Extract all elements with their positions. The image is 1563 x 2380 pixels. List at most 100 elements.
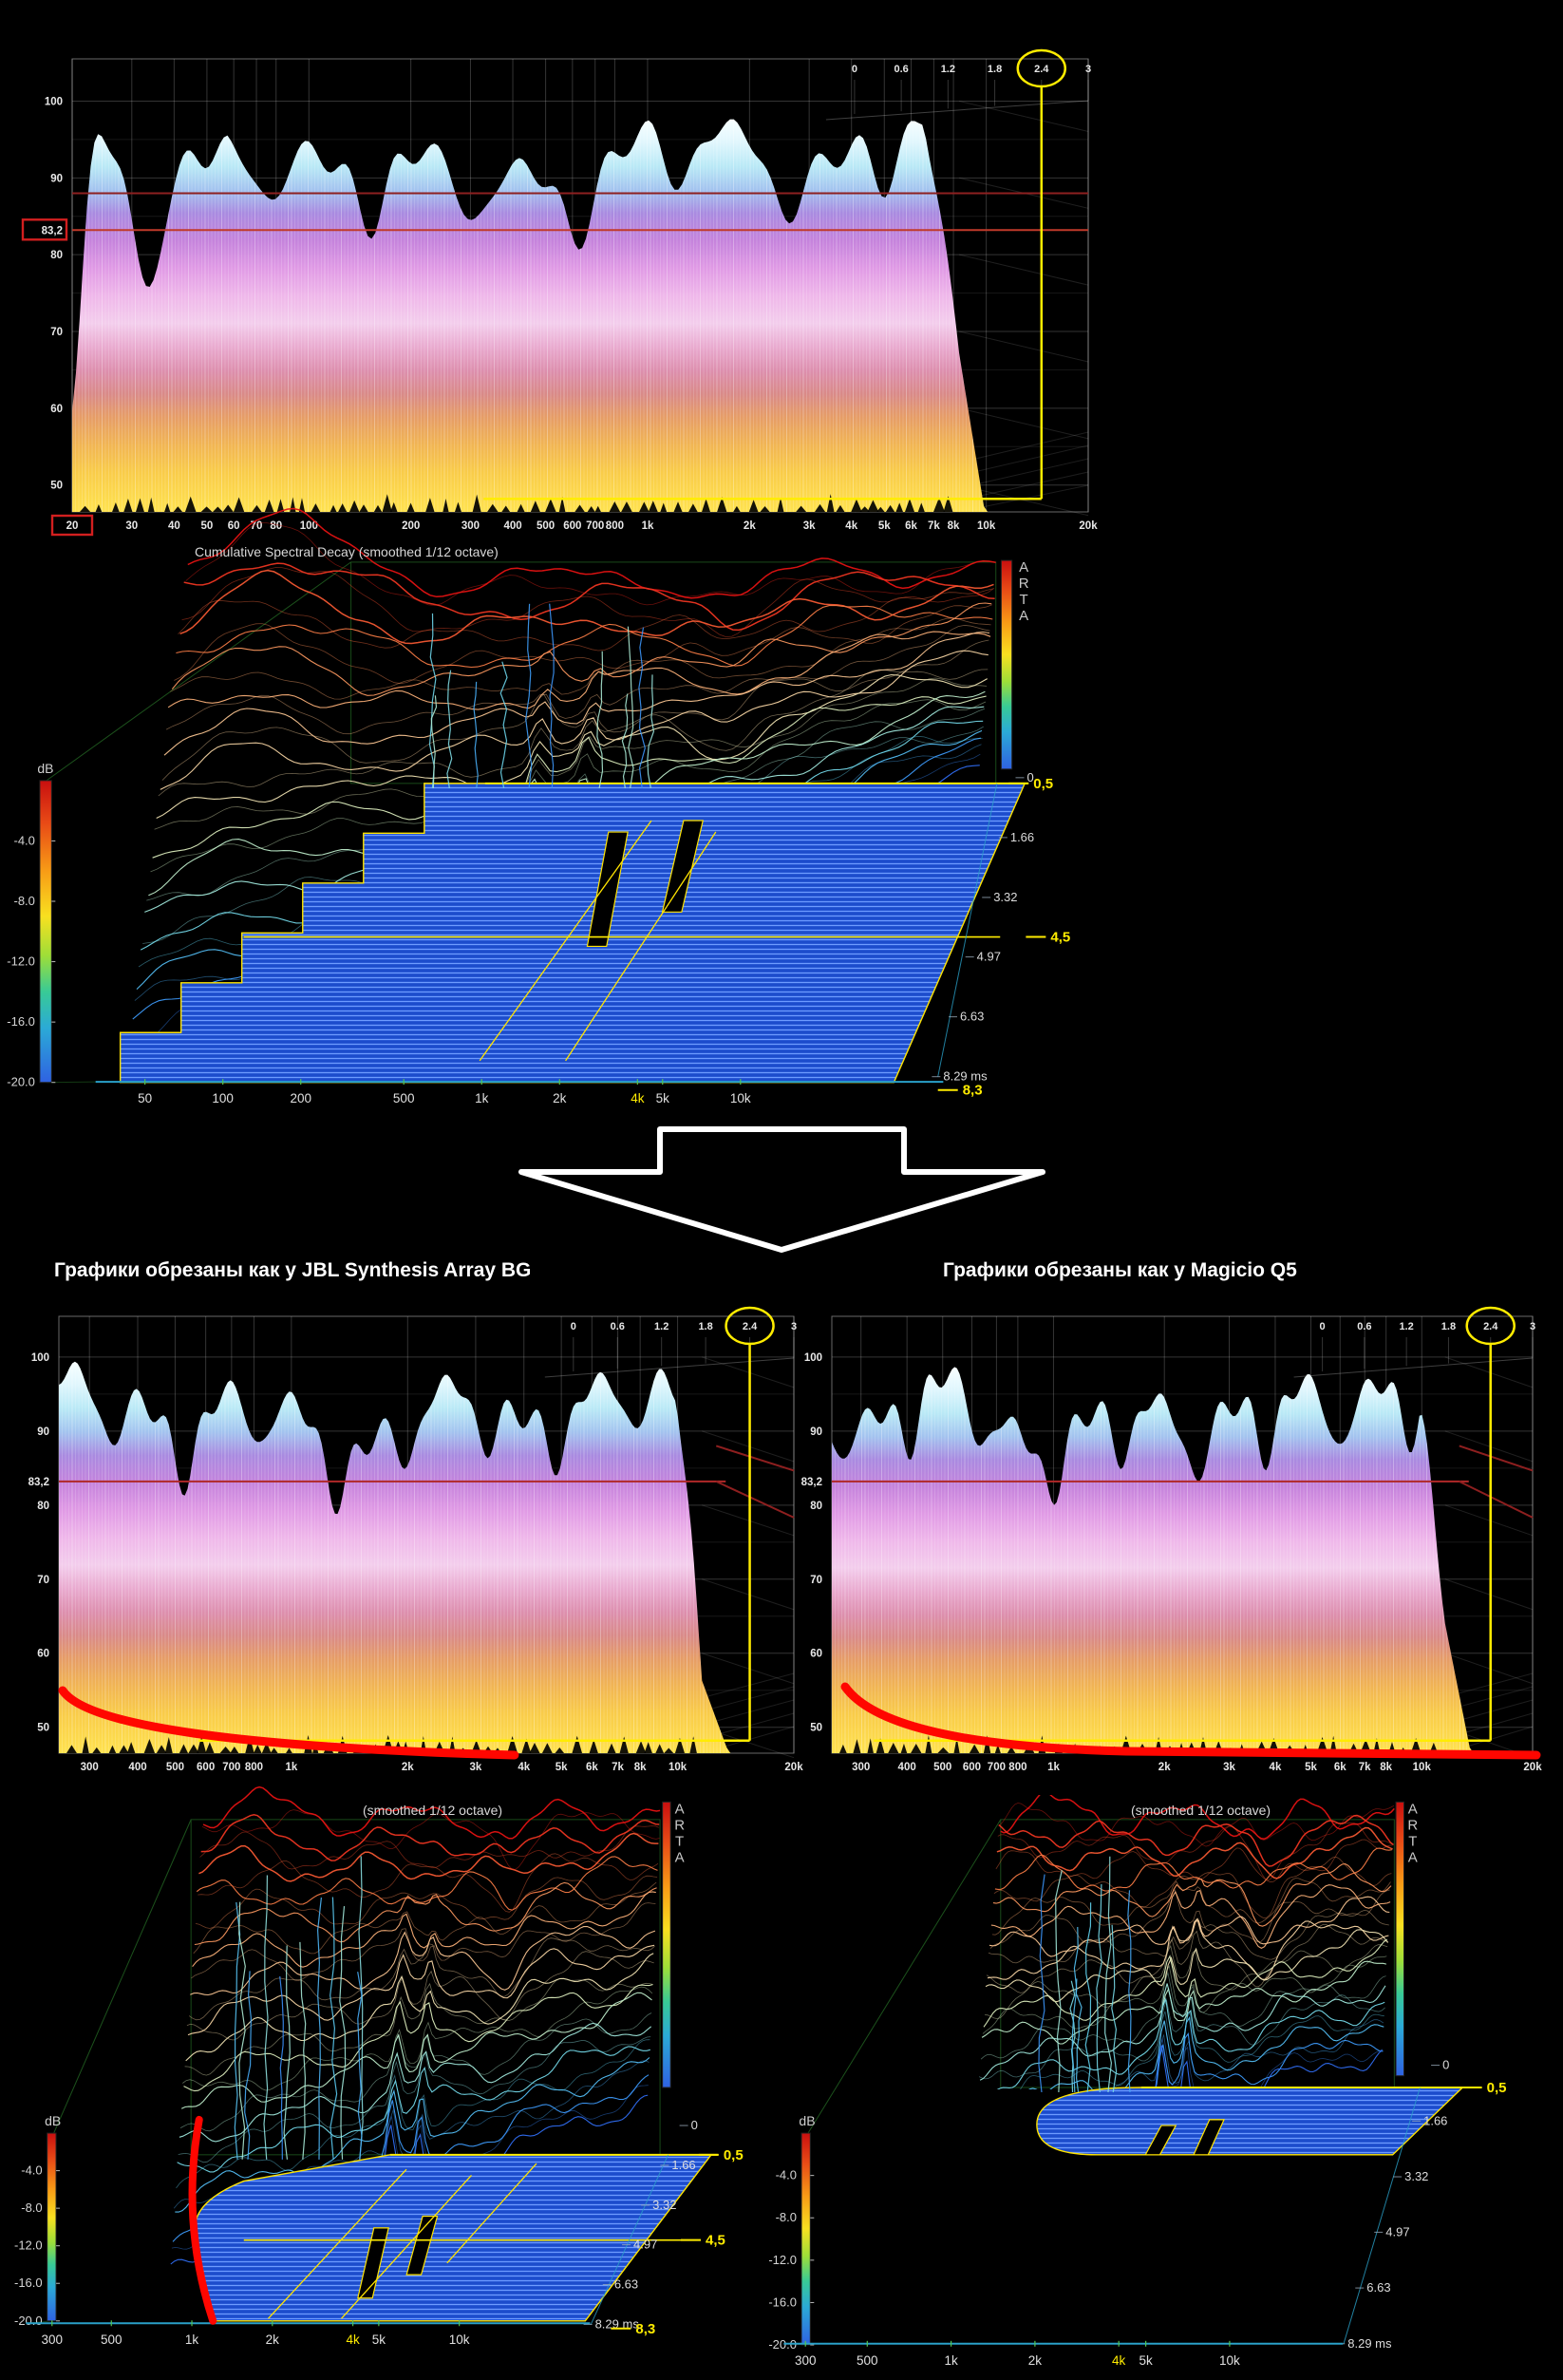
time-tick-label: 3	[1085, 64, 1091, 75]
db-tick-label: -12.0	[14, 2238, 43, 2253]
time-tick-label: 0.6	[611, 1321, 625, 1332]
time-tick-label: 0	[571, 1321, 576, 1332]
y-tick-label: 100	[45, 96, 63, 107]
time-tick-label: 4.97	[977, 950, 1001, 964]
time-tick-label: 1.66	[671, 2158, 695, 2172]
x-tick-label: 6k	[1334, 1762, 1346, 1773]
x-tick-label: 100	[212, 1091, 234, 1105]
x-tick-label: 5k	[372, 2333, 386, 2347]
x-tick-label: 3k	[1223, 1762, 1235, 1773]
x-tick-label: 2k	[744, 520, 756, 532]
time-tick-label: 0	[1442, 2058, 1449, 2072]
x-tick-label: 1k	[475, 1091, 489, 1105]
waterfall_jbl-svg: 300 400 500 600 700 800 1k 2k 3k 4k 5k 6k 7k 8k 10k 20k…	[28, 1306, 803, 1773]
yellow-time-marker: 8,3	[635, 2321, 655, 2337]
y-tick-label: 100	[804, 1352, 822, 1364]
x-tick-label: 300	[42, 2333, 64, 2347]
y-tick-label: 50	[810, 1723, 822, 1734]
x-tick-label: 5k	[1139, 2353, 1153, 2368]
db-axis-unit: dB	[799, 2113, 815, 2128]
x-tick-label: 2k	[1158, 1762, 1171, 1773]
time-tick-label: 8.29 ms	[595, 2316, 640, 2331]
time-tick-label: 0	[1027, 770, 1034, 784]
y-tick-label: 60	[50, 404, 63, 415]
time-tick-label: 3	[1530, 1321, 1535, 1332]
x-tick-label: 10k	[669, 1762, 687, 1773]
arta-watermark-letter: A	[675, 1801, 685, 1817]
x-tick-label: 20k	[784, 1762, 803, 1773]
x-tick-label: 8k	[948, 520, 960, 532]
arta-watermark-letter: A	[1408, 1849, 1418, 1865]
x-tick-label: 800	[1008, 1762, 1026, 1773]
time-tick-label: 1.2	[654, 1321, 669, 1332]
x-tick-label: 2k	[266, 2333, 280, 2347]
x-tick-label: 2k	[402, 1762, 414, 1773]
csd-plot-jbl: (smoothed 1/12 octave) dB -4.0 -8.0 -12.0 -1…	[0, 1785, 813, 2380]
x-tick-label: 4k	[845, 520, 857, 532]
time-tick-label: 3.32	[1404, 2169, 1428, 2183]
db-tick-label: -8.0	[21, 2201, 42, 2215]
waterfall-plot-full: 20 30 40 50 60 70 80 100 200 300 400 500 600 700 800 1k…	[15, 32, 1107, 545]
x-tick-label: 80	[270, 520, 282, 532]
x-tick-label: 500	[393, 1091, 415, 1105]
section-title-magico: Графики обрезаны как у Magicio Q5	[943, 1259, 1297, 1281]
x-tick-label: 7k	[1359, 1762, 1371, 1773]
y-tick-label: 90	[37, 1426, 49, 1438]
x-tick-label: 5k	[878, 520, 891, 532]
time-tick-label: 1.8	[698, 1321, 712, 1332]
y-tick-label: 100	[31, 1352, 49, 1364]
x-tick-label: 300	[461, 520, 480, 532]
time-tick-label: 3	[791, 1321, 797, 1332]
x-tick-label-highlighted: 4k	[346, 2333, 360, 2347]
x-tick-label: 300	[81, 1762, 99, 1773]
x-tick-label: 600	[197, 1762, 215, 1773]
yellow-time-marker: 4,5	[1050, 930, 1070, 946]
arta-watermark-letter: A	[1019, 608, 1028, 624]
x-tick-label: 7k	[928, 520, 940, 532]
x-tick-label: 10k	[1219, 2353, 1240, 2368]
y-tick-label: 70	[37, 1575, 49, 1586]
x-tick-label: 1k	[285, 1762, 297, 1773]
y-tick-label: 70	[50, 327, 63, 338]
db-tick-label: -16.0	[768, 2295, 797, 2309]
time-tick-label: 1.2	[1400, 1321, 1414, 1332]
db-tick-label: -12.0	[768, 2253, 797, 2267]
x-tick-label: 6k	[586, 1762, 598, 1773]
arta-watermark-letter: A	[675, 1849, 685, 1865]
x-tick-label: 40	[168, 520, 180, 532]
x-tick-label: 1k	[1047, 1762, 1060, 1773]
x-tick-label: 4k	[1270, 1762, 1282, 1773]
x-tick-label: 800	[245, 1762, 263, 1773]
y-tick-label: 70	[810, 1575, 822, 1586]
csd-title-full: Cumulative Spectral Decay (smoothed 1/12…	[195, 544, 499, 559]
x-tick-label: 20k	[1523, 1762, 1542, 1773]
x-tick-label: 300	[795, 2353, 817, 2368]
x-tick-label: 200	[402, 520, 420, 532]
x-tick-label: 6k	[905, 520, 917, 532]
x-tick-label: 1k	[642, 520, 654, 532]
x-tick-label: 2k	[1028, 2353, 1043, 2368]
x-tick-label: 500	[101, 2333, 122, 2347]
x-tick-label: 5k	[1305, 1762, 1317, 1773]
time-tick-label: 0	[1320, 1321, 1326, 1332]
x-tick-label: 400	[898, 1762, 916, 1773]
x-tick-label: 10k	[730, 1091, 751, 1105]
x-tick-label: 800	[606, 520, 624, 532]
time-tick-label: 4.97	[633, 2238, 657, 2252]
y-tick-label: 60	[37, 1649, 49, 1660]
time-tick-label: 0.6	[1357, 1321, 1371, 1332]
time-tick-label: 8.29 ms	[1347, 2336, 1392, 2351]
time-tick-label: 2.4	[1483, 1321, 1498, 1332]
x-tick-label: 3k	[470, 1762, 482, 1773]
x-tick-label: 10k	[449, 2333, 470, 2347]
x-tick-label: 10k	[1413, 1762, 1432, 1773]
x-tick-label: 4k	[518, 1762, 530, 1773]
x-tick-label: 700	[222, 1762, 240, 1773]
time-tick-label: 2.4	[1034, 64, 1049, 75]
time-tick-label: 1.2	[941, 64, 955, 75]
x-tick-label: 8k	[634, 1762, 647, 1773]
db-axis-unit: dB	[37, 761, 53, 776]
waterfall_full-svg: 20 30 40 50 60 70 80 100 200 300 400 500 600 700 800 1k…	[21, 48, 1098, 537]
x-tick-label: 1k	[944, 2353, 958, 2368]
